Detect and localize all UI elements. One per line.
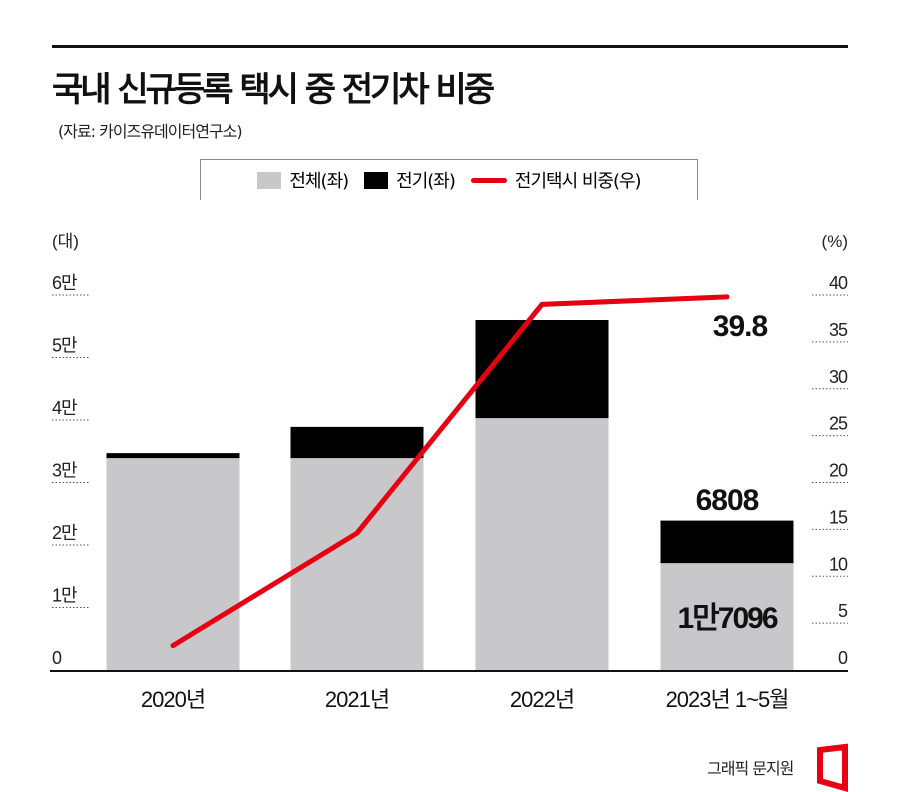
right-tick-label: 20: [829, 461, 848, 481]
bar-total: [290, 458, 424, 670]
left-axis-unit: (대): [52, 232, 79, 251]
right-tick-label: 0: [838, 648, 848, 668]
graphic-credit: 그래픽 문지원: [707, 759, 794, 778]
legend-swatch-share: [470, 177, 507, 183]
right-tick-label: 5: [838, 601, 848, 621]
left-tick-label: 6만: [52, 273, 77, 293]
legend-swatch-electric: [364, 171, 389, 189]
x-tick-label: 2021년: [325, 687, 389, 712]
right-tick-label: 30: [829, 367, 848, 387]
bar-electric: [106, 453, 240, 459]
total-data-label: 1만7096: [677, 602, 777, 635]
bar-electric: [290, 426, 424, 459]
legend-label-share: 전기택시 비중(우): [514, 171, 642, 192]
left-tick-label: 3만: [52, 461, 77, 481]
bar-total: [106, 458, 240, 670]
electric-data-label: 6808: [696, 484, 759, 517]
bar-total: [475, 418, 609, 670]
left-tick-label: 1만: [52, 586, 77, 606]
legend-item-electric: 전기(좌): [364, 167, 456, 193]
share-data-label: 39.8: [713, 310, 768, 343]
legend-swatch-total: [257, 171, 282, 189]
x-tick-label: 2022년: [510, 687, 574, 712]
x-tick-label: 2020년: [141, 687, 205, 712]
left-tick-label: 4만: [52, 398, 77, 418]
share-line: [170, 294, 730, 649]
legend-label-total: 전체(좌): [289, 171, 349, 192]
legend-item-share: 전기택시 비중(우): [470, 167, 642, 193]
bar-electric: [660, 520, 794, 564]
right-tick-label: 10: [829, 554, 848, 574]
right-axis-unit: (%): [822, 232, 848, 251]
left-tick-label: 0: [52, 648, 62, 668]
right-tick-label: 25: [829, 414, 848, 434]
source-note: (자료: 카이즈유데이터연구소): [58, 122, 243, 141]
bar-total: [660, 563, 794, 670]
chart-title: 국내 신규등록 택시 중 전기차 비중: [52, 70, 495, 110]
legend-label-electric: 전기(좌): [396, 171, 456, 192]
right-tick-label: 40: [829, 273, 848, 293]
right-tick-label: 15: [829, 507, 848, 527]
left-tick-label: 2만: [52, 523, 77, 543]
x-tick-label: 2023년 1~5월: [666, 687, 789, 712]
left-tick-label: 5만: [52, 336, 77, 356]
right-tick-label: 35: [829, 320, 848, 340]
bar-electric: [475, 320, 609, 419]
legend: 전체(좌) 전기(좌) 전기택시 비중(우): [200, 159, 698, 200]
legend-item-total: 전체(좌): [257, 167, 349, 193]
top-rule: [52, 45, 848, 48]
